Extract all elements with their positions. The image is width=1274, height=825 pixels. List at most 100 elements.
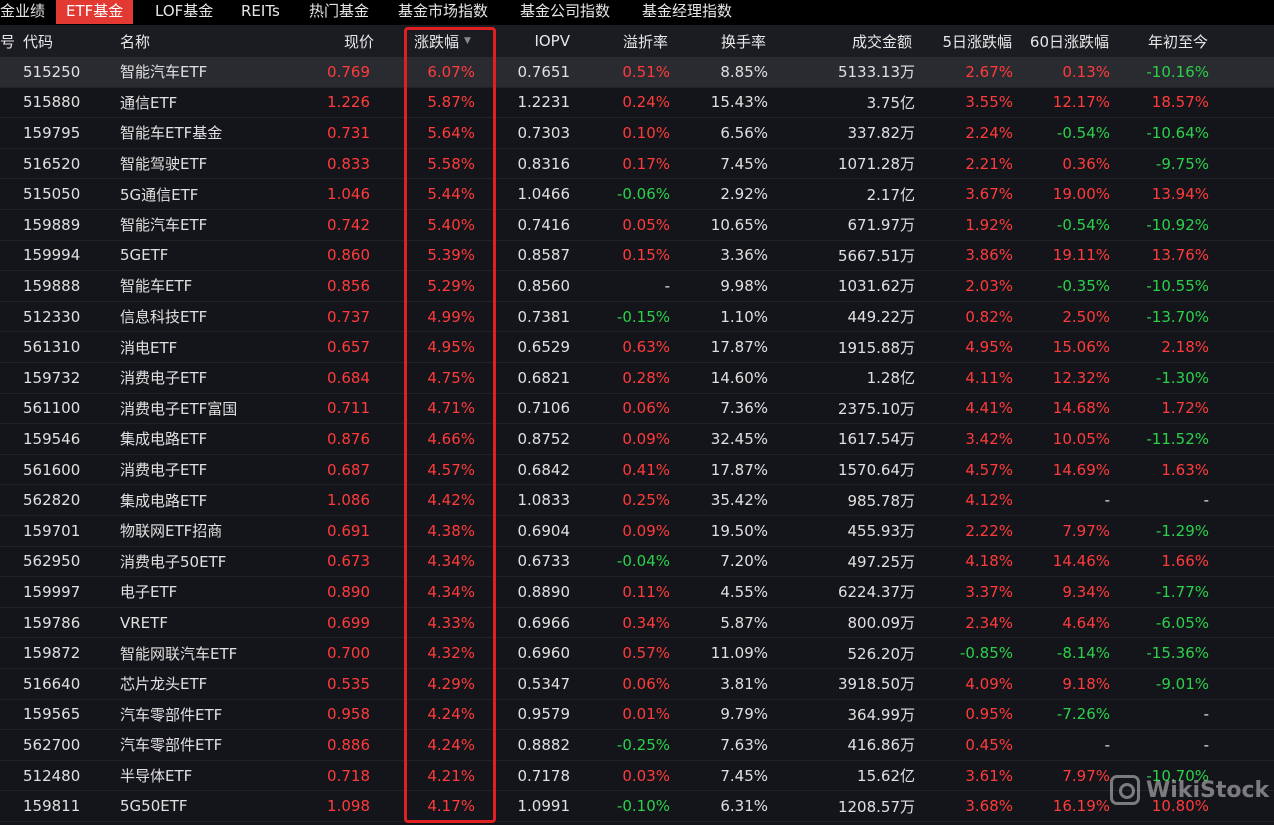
header-60d-change[interactable]: 60日涨跌幅 bbox=[1029, 32, 1109, 51]
cell-price: 0.673 bbox=[327, 552, 370, 571]
cell-turnover: 7.45% bbox=[720, 766, 768, 785]
cell-change: 4.21% bbox=[427, 766, 475, 785]
header-code[interactable]: 代码 bbox=[23, 32, 54, 51]
header-turnover[interactable]: 换手率 bbox=[720, 32, 766, 51]
table-row[interactable]: 159732 消费电子ETF 0.684 4.75% 0.6821 0.28% 14.60%… bbox=[0, 363, 1274, 394]
cell-turnover: 17.87% bbox=[710, 460, 768, 479]
cell-price: 0.684 bbox=[327, 368, 370, 387]
cell-amount: 1.28亿 bbox=[866, 369, 915, 388]
table-row[interactable]: 159546 集成电路ETF 0.876 4.66% 0.8752 0.09% 32.45%… bbox=[0, 424, 1274, 455]
table-row[interactable]: 516640 芯片龙头ETF 0.535 4.29% 0.5347 0.06% 3.81% 3… bbox=[0, 669, 1274, 700]
cell-name: 5G50ETF bbox=[120, 797, 188, 816]
table-row[interactable]: 515050 5G通信ETF 1.046 5.44% 1.0466 -0.06% 2.92%… bbox=[0, 179, 1274, 210]
cell-change: 4.34% bbox=[427, 582, 475, 601]
cell-iopv: 0.8560 bbox=[517, 276, 571, 295]
cell-turnover: 7.36% bbox=[720, 399, 768, 418]
cell-code: 159795 bbox=[23, 123, 81, 142]
table-row[interactable]: 159565 汽车零部件ETF 0.958 4.24% 0.9579 0.01% 9.79%… bbox=[0, 700, 1274, 731]
cell-5d-change: 3.61% bbox=[965, 766, 1013, 785]
cell-premium: 0.06% bbox=[622, 399, 670, 418]
tab-hot-funds[interactable]: 热门基金 bbox=[309, 2, 370, 20]
cell-5d-change: 4.11% bbox=[965, 368, 1013, 387]
cell-iopv: 0.7178 bbox=[517, 766, 571, 785]
cell-code: 562700 bbox=[23, 735, 81, 754]
cell-change: 4.75% bbox=[427, 368, 475, 387]
cell-60d-change: 0.36% bbox=[1062, 154, 1110, 173]
table-row[interactable]: 159889 智能汽车ETF 0.742 5.40% 0.7416 0.05% 10.65%… bbox=[0, 210, 1274, 241]
cell-iopv: 0.8752 bbox=[517, 429, 571, 448]
cell-60d-change: -7.26% bbox=[1056, 705, 1110, 724]
table-row[interactable]: 512330 信息科技ETF 0.737 4.99% 0.7381 -0.15% 1.10%… bbox=[0, 302, 1274, 333]
cell-5d-change: 3.86% bbox=[965, 246, 1013, 265]
cell-code: 561600 bbox=[23, 460, 81, 479]
header-premium[interactable]: 溢折率 bbox=[622, 32, 668, 51]
table-row[interactable]: 561100 消费电子ETF富国 0.711 4.71% 0.7106 0.06% 7.36… bbox=[0, 394, 1274, 425]
cell-code: 159889 bbox=[23, 215, 81, 234]
table-row[interactable]: 159994 5GETF 0.860 5.39% 0.8587 0.15% 3.36% 566… bbox=[0, 241, 1274, 272]
table-row[interactable]: 159811 5G50ETF 1.098 4.17% 1.0991 -0.10% 6.31%… bbox=[0, 791, 1274, 822]
tab-fund-market-index[interactable]: 基金市场指数 bbox=[398, 2, 489, 20]
table-row[interactable]: 512480 半导体ETF 0.718 4.21% 0.7178 0.03% 7.45% 15… bbox=[0, 761, 1274, 792]
cell-price: 0.958 bbox=[327, 705, 370, 724]
cell-60d-change: 19.00% bbox=[1052, 185, 1110, 204]
tab-lof-funds[interactable]: LOF基金 bbox=[155, 2, 214, 20]
header-price[interactable]: 现价 bbox=[343, 32, 374, 51]
cell-iopv: 0.6821 bbox=[517, 368, 571, 387]
cell-premium: -0.04% bbox=[616, 552, 670, 571]
table-header: 号 代码 名称 现价 涨跌幅 ▼ IOPV 溢折率 换手率 成交金额 5日涨跌幅 … bbox=[0, 25, 1274, 58]
table-row[interactable]: 515880 通信ETF 1.226 5.87% 1.2231 0.24% 15.43% 3.… bbox=[0, 88, 1274, 119]
table-row[interactable]: 562820 集成电路ETF 1.086 4.42% 1.0833 0.25% 35.42%… bbox=[0, 485, 1274, 516]
table-row[interactable]: 561600 消费电子ETF 0.687 4.57% 0.6842 0.41% 17.87%… bbox=[0, 455, 1274, 486]
cell-turnover: 3.81% bbox=[720, 674, 768, 693]
table-row[interactable]: 159786 VRETF 0.699 4.33% 0.6966 0.34% 5.87% 800… bbox=[0, 608, 1274, 639]
header-amount[interactable]: 成交金额 bbox=[851, 32, 912, 51]
cell-ytd: 13.94% bbox=[1151, 185, 1209, 204]
header-5d-change[interactable]: 5日涨跌幅 bbox=[942, 32, 1012, 51]
table-row[interactable]: 159795 智能车ETF基金 0.731 5.64% 0.7303 0.10% 6.56%… bbox=[0, 118, 1274, 149]
cell-name: 电子ETF bbox=[120, 583, 178, 602]
cell-premium: 0.05% bbox=[622, 215, 670, 234]
header-change-label: 涨跌幅 bbox=[414, 32, 460, 51]
cell-5d-change: 2.22% bbox=[965, 521, 1013, 540]
cell-name: 5GETF bbox=[120, 246, 169, 265]
cell-amount: 1617.54万 bbox=[837, 430, 915, 449]
table-row[interactable]: 159888 智能车ETF 0.856 5.29% 0.8560 - 9.98% 1031.6… bbox=[0, 271, 1274, 302]
header-iopv[interactable]: IOPV bbox=[534, 32, 570, 50]
table-row[interactable]: 159997 电子ETF 0.890 4.34% 0.8890 0.11% 4.55% 622… bbox=[0, 577, 1274, 608]
tab-fund-performance[interactable]: 金业绩 bbox=[0, 2, 46, 20]
table-row[interactable]: 561310 消电ETF 0.657 4.95% 0.6529 0.63% 17.87% 19… bbox=[0, 332, 1274, 363]
cell-premium: 0.41% bbox=[622, 460, 670, 479]
header-index[interactable]: 号 bbox=[0, 32, 16, 51]
table-row[interactable]: 562700 汽车零部件ETF 0.886 4.24% 0.8882 -0.25% 7.63… bbox=[0, 730, 1274, 761]
cell-5d-change: 3.37% bbox=[965, 582, 1013, 601]
table-row[interactable]: 159872 智能网联汽车ETF 0.700 4.32% 0.6960 0.57% 11.0… bbox=[0, 638, 1274, 669]
header-ytd[interactable]: 年初至今 bbox=[1147, 32, 1208, 51]
cell-iopv: 0.7651 bbox=[517, 62, 571, 81]
tab-fund-manager-index[interactable]: 基金经理指数 bbox=[642, 2, 733, 20]
cell-price: 0.700 bbox=[327, 644, 370, 663]
header-name[interactable]: 名称 bbox=[120, 32, 151, 51]
table-row[interactable]: 515250 智能汽车ETF 0.769 6.07% 0.7651 0.51% 8.85% 5… bbox=[0, 57, 1274, 88]
tab-reits[interactable]: REITs bbox=[241, 2, 280, 20]
cell-code: 159888 bbox=[23, 276, 81, 295]
cell-ytd: 13.76% bbox=[1151, 246, 1209, 265]
cell-code: 159786 bbox=[23, 613, 81, 632]
table-row[interactable]: 159701 物联网ETF招商 0.691 4.38% 0.6904 0.09% 19.50… bbox=[0, 516, 1274, 547]
tab-etf-funds[interactable]: ETF基金 bbox=[56, 0, 134, 24]
cell-name: 智能驾驶ETF bbox=[120, 155, 208, 174]
tab-fund-company-index[interactable]: 基金公司指数 bbox=[520, 2, 611, 20]
cell-60d-change: 19.11% bbox=[1052, 246, 1110, 265]
cell-name: 5G通信ETF bbox=[120, 185, 199, 204]
cell-turnover: 15.43% bbox=[710, 93, 768, 112]
header-change[interactable]: 涨跌幅 ▼ bbox=[414, 25, 494, 57]
cell-change: 6.07% bbox=[427, 62, 475, 81]
cell-price: 0.535 bbox=[327, 674, 370, 693]
table-row[interactable]: 562950 消费电子50ETF 0.673 4.34% 0.6733 -0.04% 7.2… bbox=[0, 547, 1274, 578]
table-row[interactable]: 516520 智能驾驶ETF 0.833 5.58% 0.8316 0.17% 7.45% 1… bbox=[0, 149, 1274, 180]
cell-60d-change: 15.06% bbox=[1052, 338, 1110, 357]
cell-ytd: -13.70% bbox=[1146, 307, 1209, 326]
cell-amount: 416.86万 bbox=[847, 736, 916, 755]
cell-amount: 526.20万 bbox=[847, 644, 916, 663]
cell-premium: 0.09% bbox=[622, 521, 670, 540]
cell-premium: 0.09% bbox=[622, 429, 670, 448]
